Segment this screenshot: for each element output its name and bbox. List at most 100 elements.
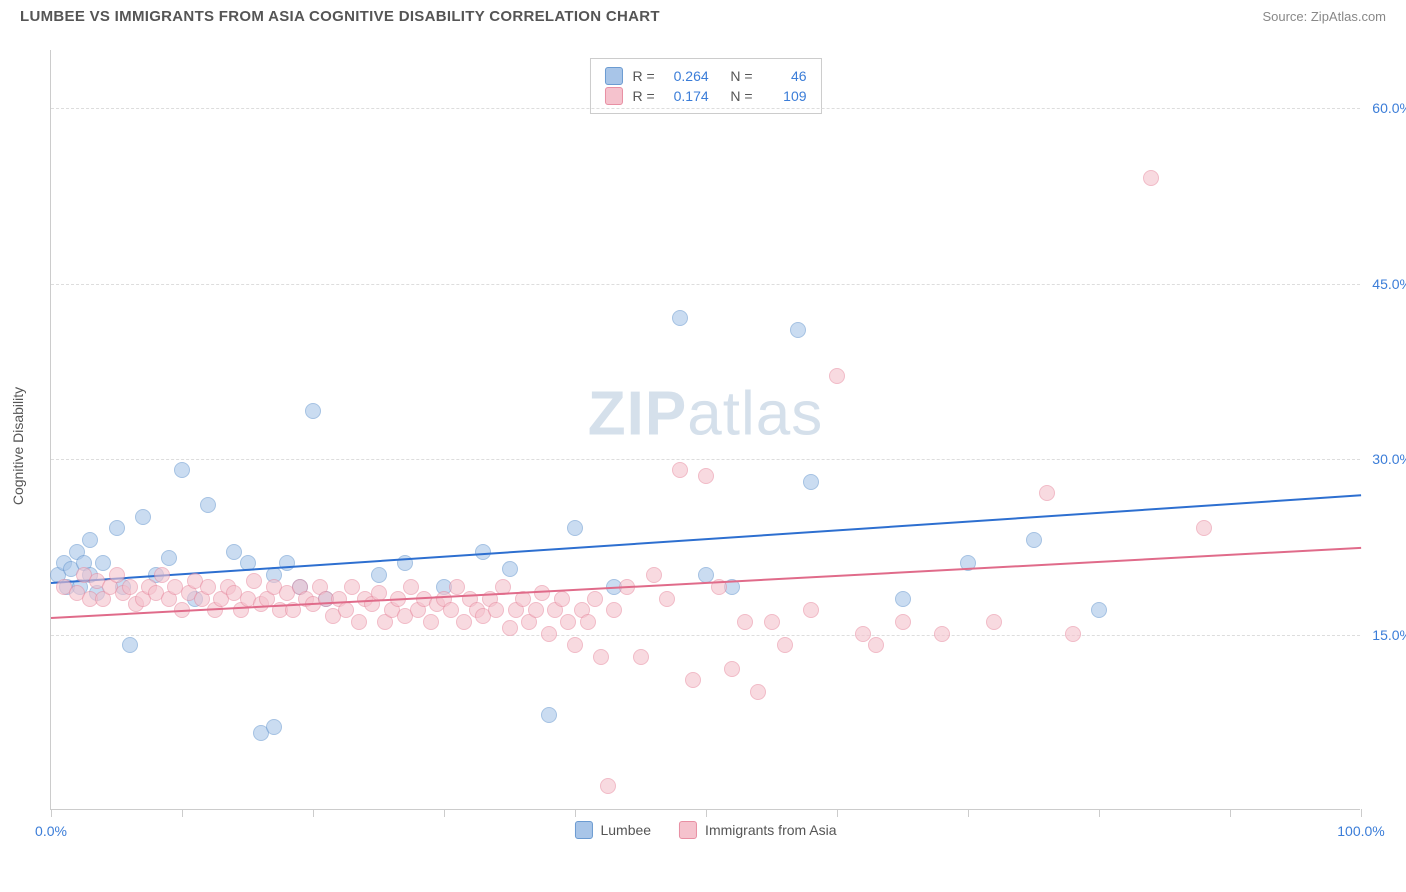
data-point	[587, 591, 603, 607]
data-point	[1143, 170, 1159, 186]
data-point	[1039, 485, 1055, 501]
stats-legend: R =0.264 N =46R =0.174 N =109	[589, 58, 821, 114]
data-point	[541, 626, 557, 642]
data-point	[403, 579, 419, 595]
data-point	[606, 602, 622, 618]
legend-label: Immigrants from Asia	[705, 822, 836, 838]
y-axis-title: Cognitive Disability	[10, 387, 26, 505]
data-point	[600, 778, 616, 794]
data-point	[554, 591, 570, 607]
data-point	[109, 567, 125, 583]
x-tick	[444, 809, 445, 817]
data-point	[560, 614, 576, 630]
gridline	[51, 459, 1360, 460]
data-point	[423, 614, 439, 630]
data-point	[777, 637, 793, 653]
legend-swatch	[679, 821, 697, 839]
x-tick-label: 100.0%	[1337, 823, 1384, 839]
data-point	[1065, 626, 1081, 642]
x-tick	[575, 809, 576, 817]
y-tick-label: 30.0%	[1372, 451, 1406, 467]
data-point	[659, 591, 675, 607]
legend-label: Lumbee	[600, 822, 651, 838]
legend-item: Immigrants from Asia	[679, 821, 836, 839]
data-point	[567, 520, 583, 536]
chart-title: LUMBEE VS IMMIGRANTS FROM ASIA COGNITIVE…	[20, 8, 660, 25]
y-tick-label: 15.0%	[1372, 627, 1406, 643]
data-point	[200, 497, 216, 513]
data-point	[895, 591, 911, 607]
data-point	[109, 520, 125, 536]
stats-r-value: 0.174	[665, 88, 709, 104]
data-point	[803, 474, 819, 490]
data-point	[528, 602, 544, 618]
data-point	[456, 614, 472, 630]
data-point	[82, 532, 98, 548]
scatter-chart: ZIPatlas R =0.264 N =46R =0.174 N =109 L…	[50, 50, 1360, 810]
stats-r-value: 0.264	[665, 68, 709, 84]
legend-swatch	[574, 821, 592, 839]
stats-r-label: R =	[632, 68, 654, 84]
data-point	[200, 579, 216, 595]
legend-item: Lumbee	[574, 821, 651, 839]
data-point	[790, 322, 806, 338]
data-point	[502, 561, 518, 577]
x-tick	[1099, 809, 1100, 817]
stats-n-value: 46	[763, 68, 807, 84]
data-point	[246, 573, 262, 589]
stats-row: R =0.174 N =109	[604, 87, 806, 105]
data-point	[986, 614, 1002, 630]
data-point	[122, 579, 138, 595]
bottom-legend: Lumbee Immigrants from Asia	[574, 821, 836, 839]
data-point	[279, 555, 295, 571]
data-point	[567, 637, 583, 653]
legend-swatch	[604, 67, 622, 85]
x-tick-label: 0.0%	[35, 823, 67, 839]
x-tick	[51, 809, 52, 817]
x-tick	[706, 809, 707, 817]
data-point	[174, 462, 190, 478]
watermark: ZIPatlas	[588, 379, 823, 450]
x-tick	[837, 809, 838, 817]
x-tick	[1361, 809, 1362, 817]
data-point	[226, 544, 242, 560]
data-point	[305, 403, 321, 419]
data-point	[371, 567, 387, 583]
gridline	[51, 635, 1360, 636]
source-label: Source: ZipAtlas.com	[1262, 9, 1386, 24]
data-point	[895, 614, 911, 630]
data-point	[351, 614, 367, 630]
data-point	[443, 602, 459, 618]
x-tick	[1230, 809, 1231, 817]
data-point	[154, 567, 170, 583]
data-point	[488, 602, 504, 618]
stats-n-value: 109	[763, 88, 807, 104]
data-point	[95, 555, 111, 571]
data-point	[868, 637, 884, 653]
data-point	[122, 637, 138, 653]
data-point	[698, 468, 714, 484]
data-point	[829, 368, 845, 384]
data-point	[135, 509, 151, 525]
stats-row: R =0.264 N =46	[604, 67, 806, 85]
gridline	[51, 108, 1360, 109]
data-point	[1026, 532, 1042, 548]
stats-r-label: R =	[632, 88, 654, 104]
data-point	[934, 626, 950, 642]
data-point	[502, 620, 518, 636]
data-point	[855, 626, 871, 642]
data-point	[344, 579, 360, 595]
data-point	[266, 719, 282, 735]
y-tick-label: 45.0%	[1372, 276, 1406, 292]
x-tick	[313, 809, 314, 817]
x-tick	[182, 809, 183, 817]
data-point	[724, 661, 740, 677]
data-point	[803, 602, 819, 618]
data-point	[685, 672, 701, 688]
data-point	[737, 614, 753, 630]
data-point	[580, 614, 596, 630]
data-point	[646, 567, 662, 583]
x-tick	[968, 809, 969, 817]
data-point	[593, 649, 609, 665]
data-point	[672, 462, 688, 478]
